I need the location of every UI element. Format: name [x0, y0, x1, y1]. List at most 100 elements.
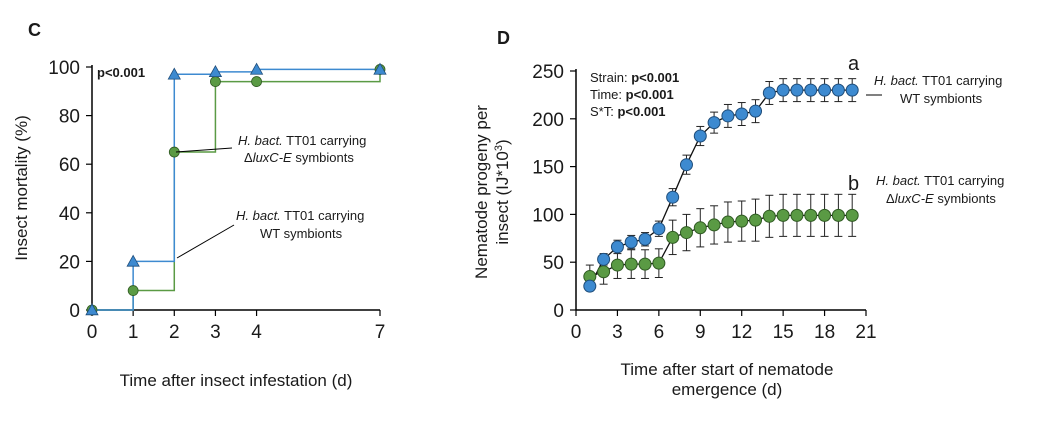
panel-d-series-line	[589, 89, 853, 287]
label-rest: TT01 carrying	[281, 208, 365, 223]
panel-d-point-circle	[831, 83, 845, 97]
panel-d-point-circle	[652, 256, 666, 270]
panel-d-y-tick-label: 50	[543, 253, 564, 274]
panel-d-y-tick-label: 0	[553, 301, 564, 322]
panel-d-y-tick-label: 200	[532, 110, 564, 131]
panel-d-stat-strain: Strain: p<0.001	[590, 70, 679, 85]
panel-c-xlabel: Time after insect infestation (d)	[120, 371, 353, 390]
panel-d-point-circle	[679, 158, 693, 172]
panel-c-ylabel: Insect mortality (%)	[12, 115, 31, 260]
panel-c-series	[92, 68, 381, 311]
panel-c-pvalue: p<0.001	[97, 65, 145, 80]
panel-c-point-triangle	[167, 67, 181, 80]
panel-d-x-tick-label: 9	[695, 322, 706, 343]
panel-d-y-tick-label: 250	[532, 62, 564, 83]
panel-d-point-circle	[707, 218, 721, 232]
label-prefix: H. bact.	[874, 73, 919, 88]
panel-d-axes: 0 50 100 150 200 250 0 3 6 9 12 15 18 21	[532, 62, 876, 343]
panel-d-point-circle	[610, 240, 624, 254]
panel-letter-c: C	[28, 20, 41, 40]
panel-d-xlabel-line1: Time after start of nematode	[621, 360, 834, 379]
panel-c: C 0 20 40 60 80 100 0 1 2 3 4 7 p<0.001 H. bact. TT…	[12, 20, 387, 390]
panel-d-ylabel-line2: insect (IJ*103)	[493, 139, 512, 244]
panel-c-label-luxce-line1: H. bact. TT01 carrying	[238, 133, 366, 148]
panel-d-point-circle	[721, 109, 735, 123]
panel-d-markers	[583, 83, 859, 293]
panel-d-point-circle	[762, 209, 776, 223]
panel-d-label-wt-line1: H. bact. TT01 carrying	[874, 73, 1002, 88]
panel-d-y-tick-label: 100	[532, 205, 564, 226]
panel-d-point-circle	[776, 83, 790, 97]
panel-d-point-circle	[762, 86, 776, 100]
panel-c-y-tick-label: 20	[59, 252, 80, 273]
panel-d-point-circle	[845, 83, 859, 97]
ylabel-pre: insect (IJ*10	[493, 151, 512, 245]
panel-d-x-tick-label: 12	[731, 322, 752, 343]
panel-d-point-circle	[638, 257, 652, 271]
panel-c-series-line	[92, 69, 381, 311]
panel-d-stat-time: Time: p<0.001	[590, 87, 674, 102]
panel-c-point-triangle	[85, 303, 99, 316]
panel-d-point-circle	[735, 107, 749, 121]
panel-d-label-luxce: H. bact. TT01 carrying ΔluxC-E symbionts	[876, 173, 1004, 206]
panel-d-point-circle	[666, 190, 680, 204]
panel-c-x-tick-label: 1	[128, 322, 139, 343]
panel-c-label-wt: H. bact. TT01 carrying WT symbionts	[176, 208, 364, 259]
panel-d-group-letter-a: a	[848, 53, 860, 75]
panel-d-label-wt-line2: WT symbionts	[900, 91, 983, 106]
stat-value: p<0.001	[626, 87, 674, 102]
label-gene: luxC-E	[895, 191, 934, 206]
panel-d-point-circle	[610, 258, 624, 272]
panel-d-label-luxce-line1: H. bact. TT01 carrying	[876, 173, 1004, 188]
stat-label: Strain:	[590, 70, 631, 85]
panel-c-y-tick-label: 60	[59, 155, 80, 176]
panel-d-point-circle	[831, 208, 845, 222]
panel-d-stat-interaction: S*T: p<0.001	[590, 104, 666, 119]
panel-d-y-tick-label: 150	[532, 158, 564, 179]
panel-d-point-circle	[652, 222, 666, 236]
panel-d-point-circle	[721, 215, 735, 229]
panel-c-label-wt-line1: H. bact. TT01 carrying	[236, 208, 364, 223]
panel-d-x-tick-label: 21	[855, 322, 876, 343]
panel-d-point-circle	[597, 265, 611, 279]
panel-d-point-circle	[804, 208, 818, 222]
panel-d-x-tick-label: 3	[612, 322, 623, 343]
label-delta: Δ	[886, 191, 895, 206]
panel-d-point-circle	[624, 257, 638, 271]
panel-d-x-tick-label: 15	[773, 322, 794, 343]
ylabel-post: )	[493, 139, 512, 145]
panel-c-axes: 0 20 40 60 80 100 0 1 2 3 4 7	[48, 58, 385, 343]
panel-d-ylabel-line1: Nematode progeny per	[472, 105, 491, 279]
panel-d-x-tick-label: 6	[654, 322, 665, 343]
panel-d-point-circle	[597, 252, 611, 266]
label-prefix: H. bact.	[236, 208, 281, 223]
panel-letter-d: D	[497, 28, 510, 48]
panel-d-point-circle	[845, 208, 859, 222]
panel-c-x-tick-label: 7	[375, 322, 386, 343]
label-post: symbionts	[292, 150, 355, 165]
panel-c-x-tick-label: 4	[251, 322, 262, 343]
panel-d-point-circle	[624, 235, 638, 249]
panel-d-point-circle	[818, 208, 832, 222]
ylabel-sup: 3	[493, 145, 505, 151]
panel-c-y-tick-label: 0	[69, 301, 80, 322]
panel-c-label-wt-line2: WT symbionts	[260, 226, 343, 241]
panel-c-point-circle	[251, 76, 262, 87]
panel-d-point-circle	[804, 83, 818, 97]
panel-c-point-triangle	[373, 62, 387, 75]
panel-d-label-wt: H. bact. TT01 carrying WT symbionts	[866, 73, 1002, 106]
panel-c-x-tick-label: 3	[210, 322, 221, 343]
panel-d-point-circle	[583, 279, 597, 293]
panel-d-point-circle	[735, 214, 749, 228]
panel-c-label-luxce: H. bact. TT01 carrying ΔluxC-E symbionts	[238, 133, 366, 165]
panel-c-x-tick-label: 2	[169, 322, 180, 343]
panel-d-x-tick-label: 0	[571, 322, 582, 343]
panel-c-y-tick-label: 100	[48, 58, 80, 79]
panel-d-point-circle	[666, 230, 680, 244]
panel-d: D 0 50 100 150 200 250 0 3 6 9 12 15 18 21 Strain: p<…	[472, 28, 1004, 399]
label-delta: Δ	[244, 150, 253, 165]
panel-c-x-tick-label: 0	[87, 322, 98, 343]
panel-c-label-luxce-line2: ΔluxC-E symbionts	[244, 150, 354, 165]
